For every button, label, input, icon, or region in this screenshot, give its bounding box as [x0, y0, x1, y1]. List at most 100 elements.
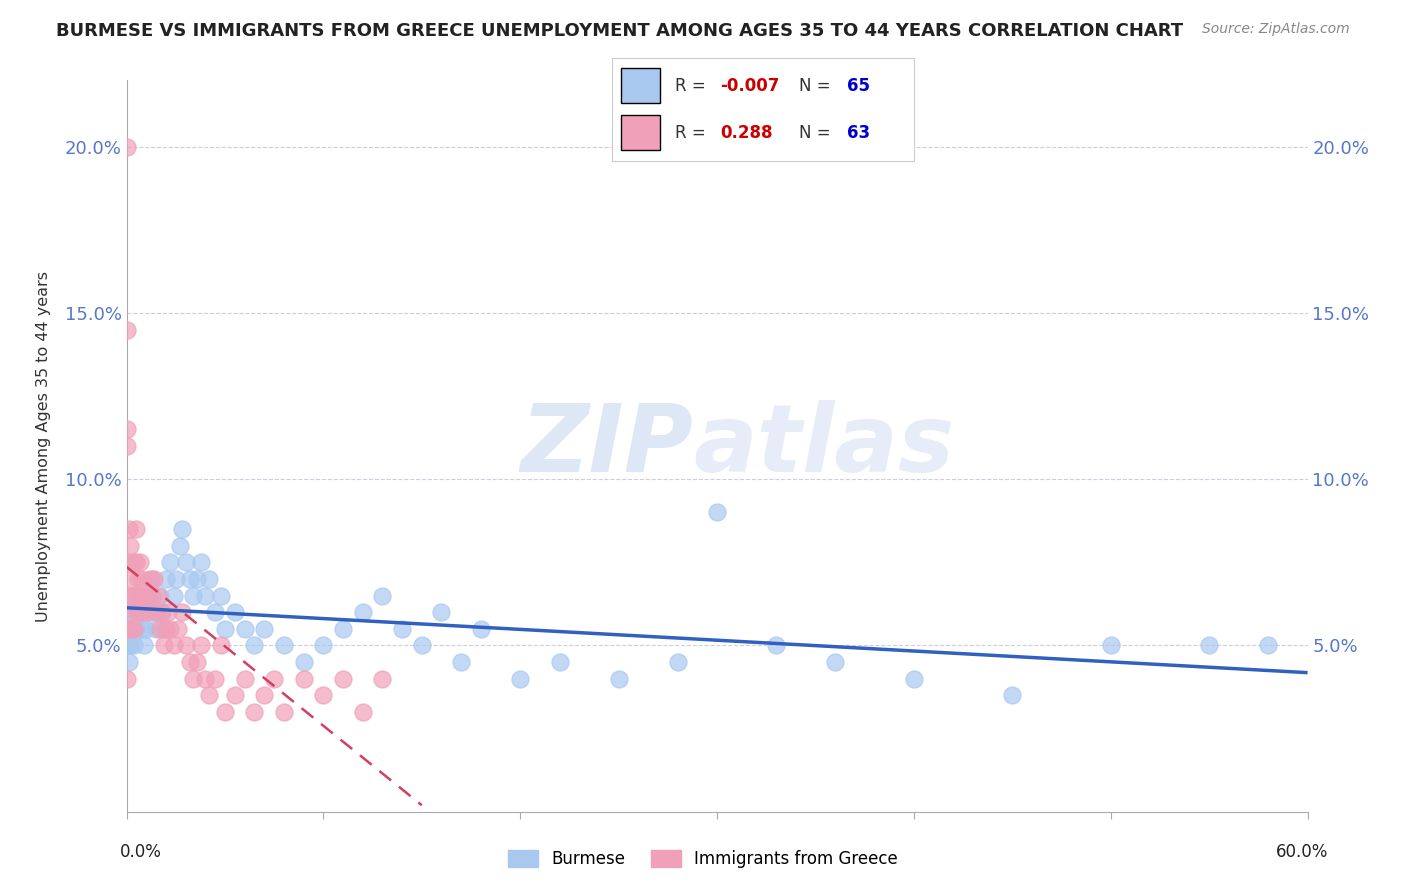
Point [430, 605, 453, 619]
Point [159, 622, 181, 636]
Point [174, 555, 197, 569]
Point [155, 622, 177, 636]
Point [352, 705, 374, 719]
Point [1198, 639, 1220, 653]
Point [146, 589, 169, 603]
Point [450, 655, 472, 669]
Point [136, 605, 159, 619]
Point [204, 605, 226, 619]
Point [124, 589, 146, 603]
Point [1001, 689, 1024, 703]
Point [509, 672, 531, 686]
Point [124, 639, 146, 653]
Point [120, 539, 142, 553]
Point [352, 605, 374, 619]
Point [149, 589, 172, 603]
Point [1257, 639, 1279, 653]
Point [179, 572, 201, 586]
Point [209, 639, 232, 653]
Point [115, 439, 138, 453]
Point [186, 655, 208, 669]
Point [117, 589, 139, 603]
Point [136, 605, 159, 619]
Point [186, 572, 208, 586]
Text: N =: N = [799, 124, 831, 142]
FancyBboxPatch shape [620, 115, 659, 150]
Point [127, 605, 149, 619]
Point [209, 589, 232, 603]
Point [143, 605, 166, 619]
FancyBboxPatch shape [620, 69, 659, 103]
Text: Source: ZipAtlas.com: Source: ZipAtlas.com [1202, 22, 1350, 37]
Point [224, 689, 246, 703]
Legend: Burmese, Immigrants from Greece: Burmese, Immigrants from Greece [502, 843, 904, 875]
Point [134, 589, 156, 603]
Point [607, 672, 630, 686]
Point [117, 522, 139, 536]
Point [124, 622, 146, 636]
Point [117, 655, 139, 669]
Point [121, 572, 143, 586]
Point [163, 589, 186, 603]
Point [139, 589, 162, 603]
Point [263, 672, 285, 686]
Point [179, 655, 201, 669]
Point [332, 622, 354, 636]
Text: ZIP: ZIP [520, 400, 693, 492]
Point [174, 639, 197, 653]
Point [233, 622, 256, 636]
Point [183, 672, 205, 686]
Point [190, 555, 212, 569]
Point [127, 572, 149, 586]
Point [273, 705, 295, 719]
Point [129, 605, 152, 619]
Point [149, 622, 172, 636]
Point [117, 555, 139, 569]
Point [411, 639, 433, 653]
Text: BURMESE VS IMMIGRANTS FROM GREECE UNEMPLOYMENT AMONG AGES 35 TO 44 YEARS CORRELA: BURMESE VS IMMIGRANTS FROM GREECE UNEMPL… [56, 22, 1184, 40]
Point [155, 572, 177, 586]
Point [131, 622, 153, 636]
Point [214, 622, 236, 636]
Point [115, 323, 138, 337]
Point [125, 555, 148, 569]
Point [163, 639, 186, 653]
Point [1099, 639, 1122, 653]
Point [159, 555, 181, 569]
Point [470, 622, 492, 636]
Point [243, 705, 266, 719]
Point [115, 672, 138, 686]
Point [135, 622, 157, 636]
Point [121, 589, 143, 603]
Point [666, 655, 689, 669]
Text: -0.007: -0.007 [720, 77, 780, 95]
Point [131, 572, 153, 586]
Text: 0.0%: 0.0% [120, 843, 162, 861]
Point [145, 605, 167, 619]
Point [243, 639, 266, 653]
Point [548, 655, 571, 669]
Point [156, 605, 179, 619]
Point [170, 522, 193, 536]
Text: 0.288: 0.288 [720, 124, 773, 142]
Point [125, 622, 148, 636]
Point [312, 689, 335, 703]
Text: N =: N = [799, 77, 831, 95]
Point [198, 572, 221, 586]
Point [273, 639, 295, 653]
Point [214, 705, 236, 719]
Point [120, 605, 142, 619]
Point [120, 605, 142, 619]
Point [129, 589, 152, 603]
Point [115, 639, 138, 653]
Text: R =: R = [675, 124, 706, 142]
Point [120, 639, 142, 653]
Point [224, 605, 246, 619]
Point [292, 672, 315, 686]
Text: R =: R = [675, 77, 706, 95]
Point [139, 572, 162, 586]
Point [166, 622, 188, 636]
Point [153, 622, 176, 636]
Point [765, 639, 787, 653]
Point [115, 622, 138, 636]
